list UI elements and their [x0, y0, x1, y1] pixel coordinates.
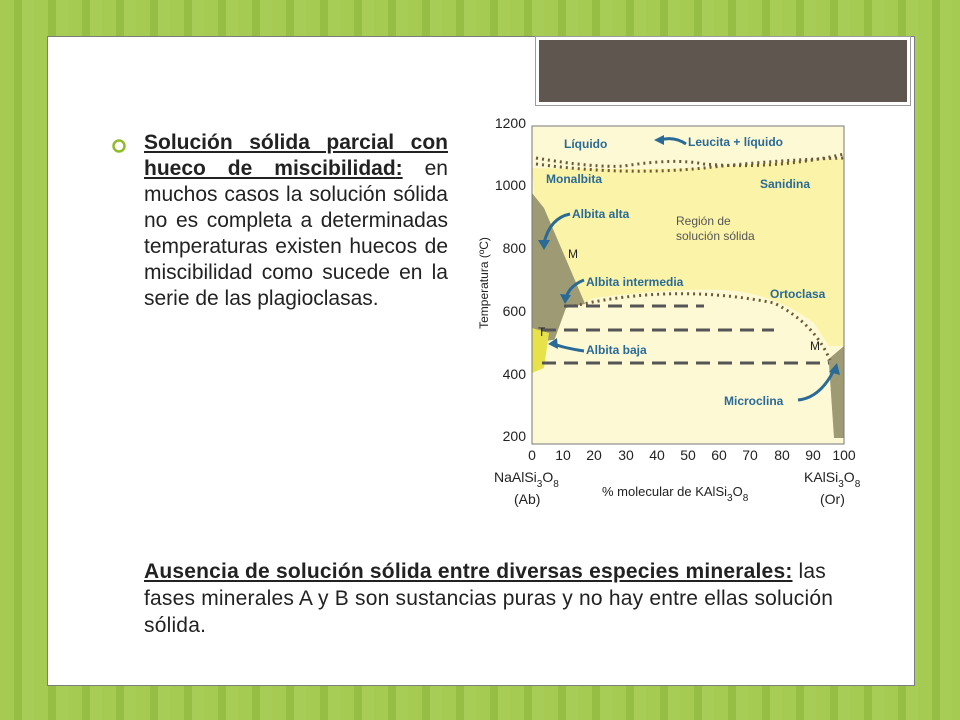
right-end-name: (Or): [820, 491, 845, 507]
y-tick-200: 200: [503, 428, 527, 444]
left-end-name: (Ab): [514, 491, 540, 507]
solidus-line: [535, 156, 845, 173]
arrowheads: [538, 135, 840, 375]
x-tick-50: 50: [680, 447, 696, 463]
arrowhead-albita-baja: [548, 338, 558, 349]
region-label: Región de solución sólida: [676, 214, 755, 243]
y-tick-1000: 1000: [495, 177, 526, 193]
label-m-left: M: [568, 247, 578, 261]
arrow-albita-alta: [542, 212, 571, 244]
label-liquido: Líquido: [564, 137, 607, 151]
bottom-title: Ausencia de solución sólida entre divers…: [144, 560, 793, 583]
arrowhead-leucita: [654, 135, 664, 145]
bottom-paragraph: Ausencia de solución sólida entre divers…: [144, 558, 874, 639]
arrow-microclina: [797, 369, 836, 402]
left-end-formula: NaAlSi3O8: [494, 469, 559, 490]
bullet-body: en muchos casos la solución sólida no es…: [144, 157, 448, 310]
y-axis-label: Temperatura (ºC): [477, 237, 491, 329]
arrowhead-albita-intermedia: [560, 294, 571, 304]
x-axis-label: % molecular de KAlSi3O8: [602, 484, 749, 504]
bullet-title-punct: :: [395, 157, 403, 180]
label-leucita: Leucita + líquido: [688, 135, 783, 149]
y-axis: 1200 1000 800 600 400 200: [495, 115, 526, 444]
y-tick-600: 600: [503, 303, 527, 319]
label-t: T: [538, 325, 546, 339]
label-monalbita: Monalbita: [546, 172, 602, 186]
x-tick-80: 80: [774, 447, 790, 463]
x-tick-20: 20: [586, 447, 602, 463]
phase-diagram: 1200 1000 800 600 400 200 Temperatura (º…: [477, 115, 861, 507]
bottom-body: las fases minerales A y B son sustancias…: [144, 560, 834, 637]
arrowhead-microclina: [829, 363, 840, 375]
label-region-1: Región de: [676, 214, 731, 228]
x-tick-100: 100: [832, 447, 856, 463]
x-tick-30: 30: [618, 447, 634, 463]
y-tick-1200: 1200: [495, 115, 526, 131]
x-tick-0: 0: [528, 447, 536, 463]
label-microclina: Microclina: [724, 394, 784, 408]
x-tick-40: 40: [649, 447, 665, 463]
label-m-right: M: [810, 339, 820, 353]
bullet-icon: [112, 139, 126, 153]
x-tick-90: 90: [805, 447, 821, 463]
label-region-2: solución sólida: [676, 229, 755, 243]
field-labels: Líquido Leucita + líquido Monalbita Sani…: [546, 135, 826, 408]
right-end-formula: KAlSi3O8: [804, 469, 861, 490]
solvus-line: [573, 292, 832, 361]
title-tab: [526, 36, 914, 109]
label-albita-intermedia: Albita intermedia: [586, 275, 684, 289]
plot-frame: [531, 125, 845, 445]
x-tick-10: 10: [555, 447, 571, 463]
label-sanidina: Sanidina: [760, 177, 810, 191]
solid-solution-region: [532, 158, 844, 346]
y-tick-800: 800: [503, 240, 527, 256]
label-ortoclasa: Ortoclasa: [770, 287, 826, 301]
x-tick-60: 60: [711, 447, 727, 463]
title-placeholder: [535, 36, 911, 106]
label-albita-baja: Albita baja: [586, 343, 647, 357]
y-tick-400: 400: [503, 366, 527, 382]
label-albita-alta: Albita alta: [572, 207, 630, 221]
x-tick-70: 70: [742, 447, 758, 463]
bullet-title: Solución sólida parcial con hueco de mis…: [144, 131, 448, 180]
x-axis: 0 10 20 30 40 50 60 70 80 90 100: [528, 447, 856, 463]
arrowhead-albita-alta: [538, 240, 550, 250]
bullet-paragraph: Solución sólida parcial con hueco de mis…: [116, 130, 448, 312]
